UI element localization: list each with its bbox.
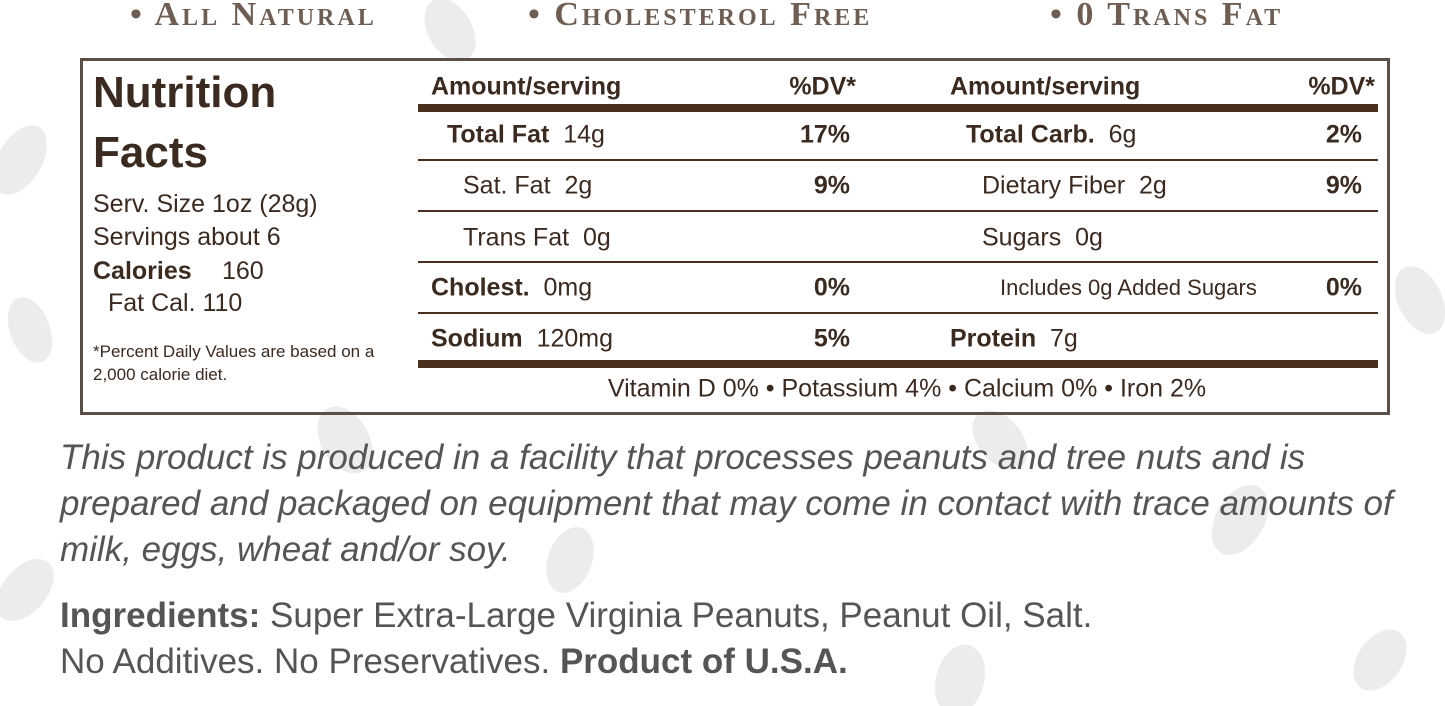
label: Sugars <box>982 223 1062 252</box>
dv: 5% <box>813 324 850 353</box>
amount: 7g <box>1050 324 1078 353</box>
label: Dietary Fiber <box>982 171 1126 200</box>
nutrient: Sodium 120mg <box>431 325 613 354</box>
rule <box>418 159 1378 161</box>
ingredients: Ingredients: Super Extra-Large Virginia … <box>60 596 1092 636</box>
amount: 0g <box>1075 223 1103 252</box>
claim: • All Natural <box>130 0 377 33</box>
header-dv: %DV* <box>1308 72 1375 101</box>
dv: 2% <box>1325 120 1362 149</box>
amount: 2g <box>564 171 593 200</box>
rule <box>418 210 1378 212</box>
ingredients-text: Super Extra-Large Virginia Peanuts, Pean… <box>270 596 1093 635</box>
servings: Servings about 6 <box>93 223 281 251</box>
label: Cholest. <box>431 273 530 302</box>
nutrient: Cholest. 0mg <box>431 274 592 303</box>
origin: Product of U.S.A. <box>559 642 848 681</box>
rule <box>418 261 1378 263</box>
label: Total Fat <box>447 120 550 149</box>
vitamins: Vitamin D 0% • Potassium 4% • Calcium 0%… <box>607 374 1207 403</box>
nutrient: Total Fat 14g <box>447 121 605 150</box>
nutrient: Sugars 0g <box>982 224 1103 253</box>
amount: 0g <box>582 223 611 252</box>
header-amount: Amount/serving <box>950 72 1141 101</box>
calories-value: 160 <box>222 257 264 285</box>
allergen: This product is produced in a facility t… <box>60 438 1393 569</box>
amount: 120mg <box>536 324 614 353</box>
ingredients-label: Ingredients: <box>60 596 261 635</box>
amount: 6g <box>1108 120 1137 149</box>
label: Sodium <box>431 324 523 353</box>
dv: 9% <box>1325 171 1362 200</box>
rule <box>418 360 1378 368</box>
amount: 14g <box>563 120 605 149</box>
header-dv: %DV* <box>789 72 856 101</box>
amount: 2g <box>1139 171 1167 200</box>
nutrition-box <box>80 58 1390 415</box>
claim: • 0 Trans Fat <box>1050 0 1284 33</box>
label: Total Carb. <box>966 120 1095 149</box>
title: Nutrition <box>93 68 277 117</box>
dv: 17% <box>799 120 850 149</box>
title: Facts <box>93 128 208 177</box>
dv: 0% <box>813 273 850 302</box>
nutrient: Dietary Fiber 2g <box>982 172 1167 201</box>
amount: 0mg <box>543 273 593 302</box>
nutrient: Trans Fat 0g <box>463 224 611 253</box>
nutrient: Protein 7g <box>950 325 1078 354</box>
rule <box>418 104 1378 112</box>
label: Trans Fat <box>463 223 570 252</box>
fat-calories: Fat Cal. 110 <box>108 289 243 317</box>
rule <box>418 312 1378 314</box>
notes: No Additives. No Preservatives. <box>60 642 551 681</box>
dv: 0% <box>1325 273 1362 302</box>
label: Protein <box>950 324 1037 353</box>
nutrient: Includes 0g Added Sugars <box>1000 275 1257 300</box>
footnote: *Percent Daily Values are based on a 2,0… <box>93 342 375 384</box>
nutrient: Sat. Fat 2g <box>463 172 592 201</box>
dv: 9% <box>813 171 850 200</box>
header-amount: Amount/serving <box>431 72 622 101</box>
serving-size: Serv. Size 1oz (28g) <box>93 190 318 218</box>
claim: • Cholesterol Free <box>528 0 873 33</box>
label: Sat. Fat <box>463 171 551 200</box>
ingredients-notes: No Additives. No Preservatives. Product … <box>60 642 848 682</box>
calories-label: Calories <box>93 257 192 285</box>
nutrient: Total Carb. 6g <box>966 121 1136 150</box>
